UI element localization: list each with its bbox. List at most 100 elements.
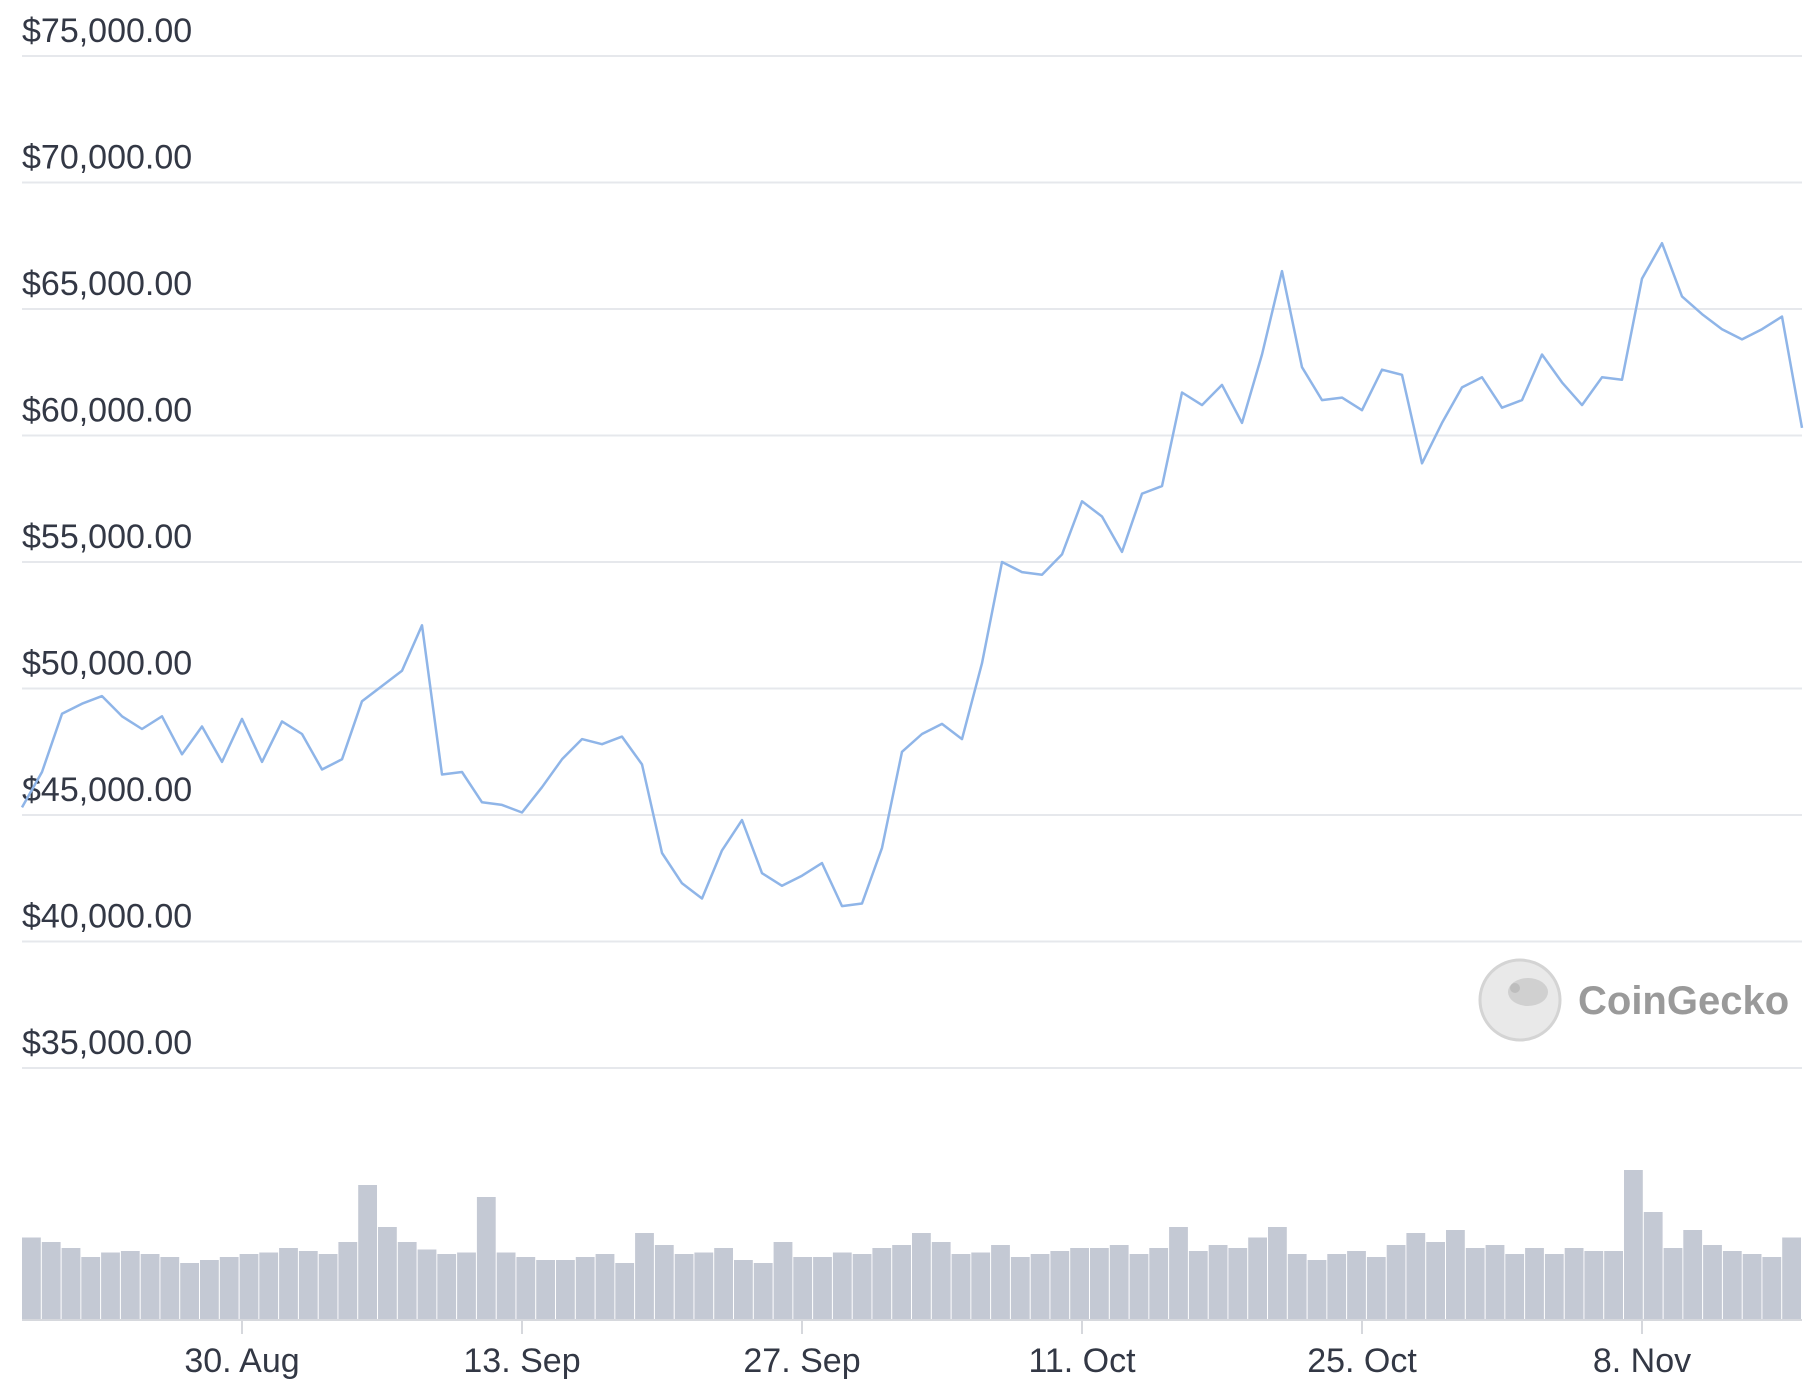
x-tick-label: 25. Oct	[1307, 1342, 1417, 1380]
volume-bar	[694, 1252, 714, 1320]
volume-bar	[1683, 1230, 1703, 1320]
volume-bar	[200, 1260, 219, 1320]
x-tick-label: 11. Oct	[1028, 1342, 1136, 1380]
volume-bar	[22, 1237, 41, 1320]
volume-bar	[1109, 1245, 1129, 1320]
y-tick-label: $55,000.00	[22, 518, 192, 556]
volume-bar	[1742, 1254, 1762, 1320]
volume-bar	[1703, 1245, 1722, 1320]
volume-bar	[496, 1252, 516, 1320]
x-axis-ticks: 30. Aug 13. Sep 27. Sep 11. Oct 25. Oct 8. No…	[184, 1320, 1691, 1380]
volume-bar	[140, 1254, 160, 1320]
volume-bar	[912, 1233, 931, 1320]
volume-bar	[753, 1263, 773, 1320]
volume-bar	[476, 1197, 496, 1320]
y-tick-label: $35,000.00	[22, 1024, 192, 1062]
volume-bar	[1327, 1254, 1347, 1320]
coingecko-watermark: CoinGecko	[1478, 958, 1789, 1042]
volume-bar	[61, 1248, 81, 1320]
volume-bar	[81, 1257, 101, 1320]
volume-bar	[1248, 1237, 1267, 1320]
volume-bar	[1465, 1248, 1485, 1320]
volume-bar	[595, 1254, 615, 1320]
volume-bar	[298, 1251, 318, 1320]
volume-bar	[259, 1252, 279, 1320]
x-tick-label: 13. Sep	[463, 1342, 580, 1380]
volume-bar	[1149, 1248, 1169, 1320]
volume-bar	[120, 1251, 140, 1320]
volume-bar	[1169, 1227, 1188, 1320]
volume-bar	[832, 1252, 852, 1320]
volume-bar	[1228, 1248, 1248, 1320]
volume-bar	[437, 1254, 457, 1320]
coingecko-brand-text: CoinGecko	[1578, 979, 1789, 1023]
volume-bar	[41, 1242, 61, 1320]
volume-bars	[22, 1170, 1801, 1320]
volume-bar	[1347, 1251, 1366, 1320]
y-tick-label: $50,000.00	[22, 645, 192, 683]
volume-bar	[219, 1257, 239, 1320]
volume-bar	[1366, 1257, 1386, 1320]
volume-bar	[1584, 1251, 1604, 1320]
volume-bar	[1505, 1254, 1525, 1320]
x-tick-label: 30. Aug	[184, 1342, 299, 1380]
coingecko-logo-eye-icon	[1510, 983, 1520, 993]
volume-bar	[951, 1254, 971, 1320]
volume-bar	[1564, 1248, 1584, 1320]
volume-bar	[160, 1257, 180, 1320]
volume-bar	[1624, 1170, 1643, 1320]
y-tick-label: $65,000.00	[22, 265, 192, 303]
volume-bar	[714, 1248, 733, 1320]
volume-bar	[536, 1260, 555, 1320]
volume-bar	[1663, 1248, 1683, 1320]
volume-bar	[457, 1252, 476, 1320]
volume-bar	[734, 1260, 753, 1320]
volume-bar	[1030, 1254, 1050, 1320]
volume-bar	[1050, 1251, 1070, 1320]
volume-bar	[1643, 1212, 1663, 1320]
price-series-line	[20, 241, 1804, 908]
y-tick-label: $60,000.00	[22, 392, 192, 430]
volume-bar	[1070, 1248, 1089, 1320]
volume-bar	[1544, 1254, 1564, 1320]
volume-bar	[417, 1249, 437, 1320]
volume-bar	[1208, 1245, 1228, 1320]
volume-bar	[556, 1260, 575, 1320]
y-tick-label: $70,000.00	[22, 139, 192, 177]
y-tick-label: $45,000.00	[22, 771, 192, 809]
volume-bar	[931, 1242, 951, 1320]
volume-bar	[279, 1248, 298, 1320]
volume-bar	[575, 1257, 595, 1320]
volume-bar	[971, 1252, 991, 1320]
volume-bar	[318, 1254, 338, 1320]
volume-bar	[378, 1227, 397, 1320]
volume-bar	[1426, 1242, 1445, 1320]
volume-bar	[1010, 1257, 1030, 1320]
volume-bar	[239, 1254, 259, 1320]
volume-bar	[1722, 1251, 1742, 1320]
volume-bar	[1188, 1251, 1208, 1320]
volume-bar	[892, 1245, 911, 1320]
volume-bar	[1604, 1251, 1623, 1320]
volume-bar	[1485, 1245, 1505, 1320]
volume-bar	[516, 1257, 536, 1320]
volume-bar	[1762, 1257, 1782, 1320]
grid-lines	[22, 55, 1802, 1069]
volume-bar	[773, 1242, 793, 1320]
x-tick-label: 27. Sep	[743, 1342, 860, 1380]
volume-bar	[180, 1263, 199, 1320]
volume-bar	[101, 1252, 120, 1320]
volume-bar	[793, 1257, 813, 1320]
volume-bar	[1525, 1248, 1544, 1320]
volume-bar	[1307, 1260, 1327, 1320]
volume-bar	[338, 1242, 358, 1320]
x-tick-label: 8. Nov	[1593, 1342, 1691, 1380]
volume-bar	[1782, 1237, 1801, 1320]
y-tick-label: $75,000.00	[22, 12, 192, 50]
y-tick-label: $40,000.00	[22, 898, 192, 936]
volume-bar	[852, 1254, 872, 1320]
volume-bar	[615, 1263, 635, 1320]
volume-bar	[397, 1242, 417, 1320]
volume-bar	[1406, 1233, 1426, 1320]
